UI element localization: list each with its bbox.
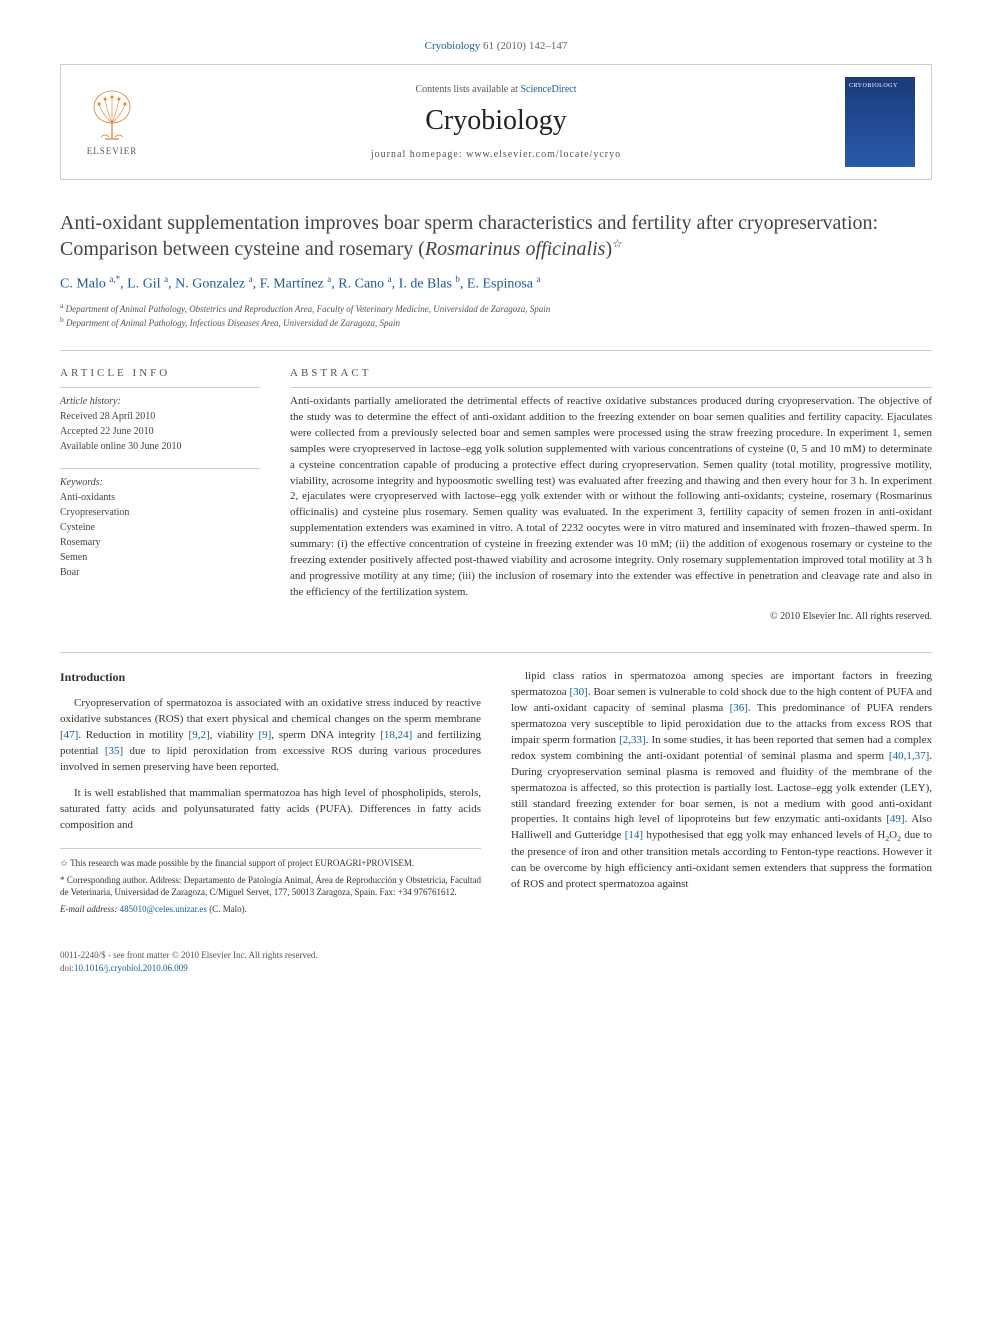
email-link[interactable]: 485010@celes.unizar.es — [120, 904, 207, 914]
authors: C. Malo a,*, L. Gil a, N. Gonzalez a, F.… — [60, 274, 932, 293]
footnotes: ☆ This research was made possible by the… — [60, 848, 481, 915]
journal-name: Cryobiology — [167, 105, 825, 137]
citation-line: Cryobiology 61 (2010) 142–147 — [60, 40, 932, 52]
elsevier-label: ELSEVIER — [87, 146, 138, 156]
abstract-head: ABSTRACT — [290, 367, 932, 379]
ref-link[interactable]: [9,2] — [189, 729, 210, 741]
introduction-head: Introduction — [60, 669, 481, 686]
ref-link[interactable]: [47] — [60, 729, 78, 741]
ref-link[interactable]: [14] — [625, 829, 643, 841]
body-paragraph: lipid class ratios in spermatozoa among … — [511, 669, 932, 893]
sciencedirect-link[interactable]: ScienceDirect — [520, 84, 576, 95]
homepage-url[interactable]: www.elsevier.com/locate/ycryo — [466, 149, 621, 160]
body-paragraph: Cryopreservation of spermatozoa is assoc… — [60, 696, 481, 776]
ref-link[interactable]: [40,1,37] — [889, 750, 929, 762]
article-info-head: ARTICLE INFO — [60, 367, 260, 379]
article-title: Anti-oxidant supplementation improves bo… — [60, 210, 932, 262]
body-paragraph: It is well established that mammalian sp… — [60, 786, 481, 834]
journal-homepage: journal homepage: www.elsevier.com/locat… — [167, 149, 825, 160]
abstract-text: Anti-oxidants partially ameliorated the … — [290, 387, 932, 601]
contents-line: Contents lists available at ScienceDirec… — [167, 84, 825, 95]
article-history: Article history: Received 28 April 2010 … — [60, 387, 260, 454]
abstract-copyright: © 2010 Elsevier Inc. All rights reserved… — [290, 611, 932, 622]
ref-link[interactable]: [49] — [886, 813, 904, 825]
ref-link[interactable]: [36] — [730, 702, 748, 714]
elsevier-logo[interactable]: ELSEVIER — [77, 82, 147, 162]
divider — [60, 350, 932, 351]
keywords-block: Keywords: Anti-oxidants Cryopreservation… — [60, 468, 260, 580]
page-footer: 0011-2240/$ - see front matter © 2010 El… — [60, 949, 932, 974]
doi-link[interactable]: 10.1016/j.cryobiol.2010.06.009 — [74, 963, 188, 973]
divider — [60, 652, 932, 653]
ref-link[interactable]: [2,33] — [619, 734, 646, 746]
ref-link[interactable]: [30] — [569, 686, 587, 698]
ref-link[interactable]: [9] — [258, 729, 271, 741]
journal-cover[interactable]: CRYOBIOLOGY — [845, 77, 915, 167]
body-column-right: lipid class ratios in spermatozoa among … — [511, 669, 932, 919]
ref-link[interactable]: [35] — [105, 745, 123, 757]
journal-header: ELSEVIER Contents lists available at Sci… — [60, 64, 932, 180]
journal-link[interactable]: Cryobiology — [425, 40, 481, 52]
volume-pages: 61 (2010) 142–147 — [483, 40, 567, 52]
ref-link[interactable]: [18,24] — [380, 729, 412, 741]
body-column-left: Introduction Cryopreservation of spermat… — [60, 669, 481, 919]
affiliations: a Department of Animal Pathology, Obstet… — [60, 301, 932, 330]
elsevier-tree-icon — [87, 89, 137, 144]
